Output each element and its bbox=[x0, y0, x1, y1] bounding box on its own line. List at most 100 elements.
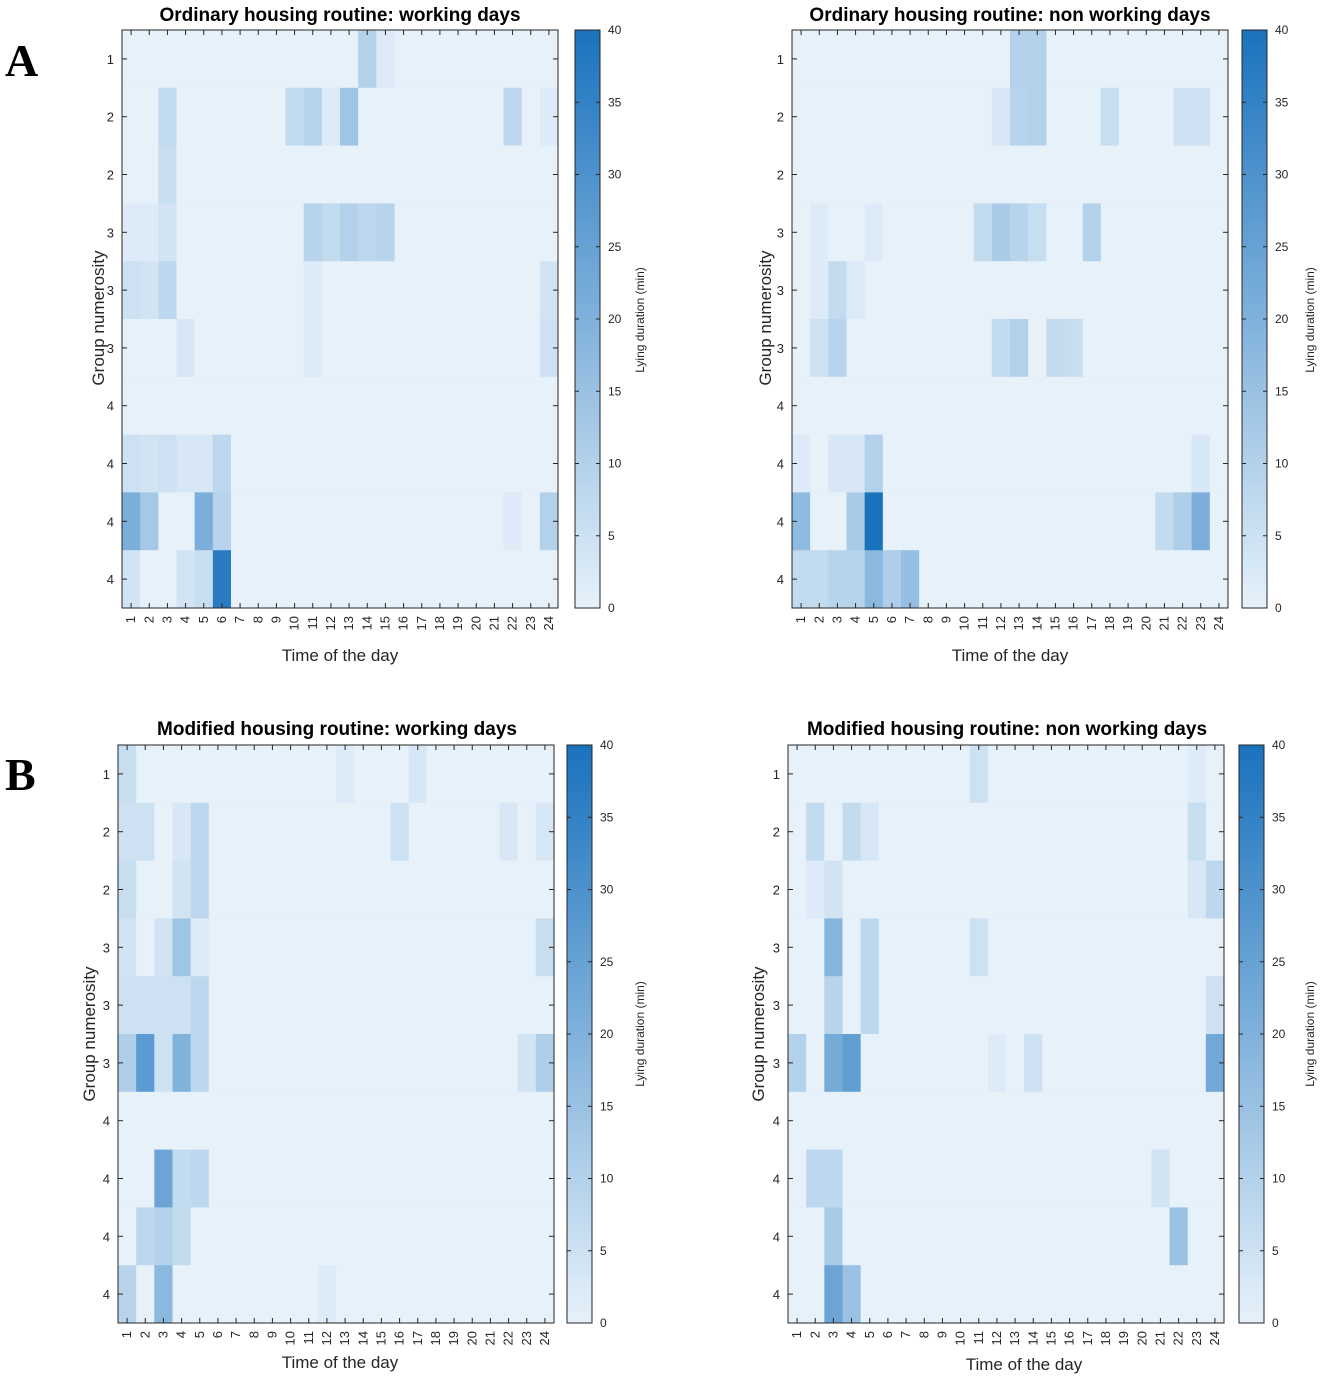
heatmap-cell bbox=[227, 1207, 246, 1266]
heatmap-cell bbox=[122, 319, 141, 378]
x-tick-label: 6 bbox=[210, 1331, 225, 1338]
heatmap-cell bbox=[136, 976, 155, 1035]
x-tick-label: 24 bbox=[1207, 1331, 1222, 1345]
heatmap-cell bbox=[842, 1207, 862, 1266]
colorbar-tick-label: 20 bbox=[600, 1027, 614, 1041]
heatmap-cell bbox=[937, 30, 956, 89]
heatmap-cell bbox=[1173, 319, 1193, 378]
heatmap-cell bbox=[1205, 1034, 1225, 1093]
heatmap-cell bbox=[1169, 1207, 1189, 1266]
heatmap-cell bbox=[231, 145, 250, 204]
heatmap-cell bbox=[1115, 1149, 1134, 1208]
heatmap-cell bbox=[1060, 1034, 1080, 1093]
heatmap-cell bbox=[1119, 550, 1138, 609]
heatmap-cell bbox=[987, 1265, 1007, 1324]
heatmap-cell bbox=[901, 261, 920, 320]
heatmap-cell bbox=[394, 550, 414, 609]
x-tick-label: 10 bbox=[953, 1331, 968, 1345]
heatmap-cell bbox=[263, 1265, 282, 1324]
heatmap-cell bbox=[358, 319, 377, 378]
heatmap-cell bbox=[517, 1207, 537, 1266]
heatmap-cell bbox=[321, 492, 341, 551]
heatmap-cell bbox=[846, 319, 866, 378]
y-tick-label: 3 bbox=[107, 283, 114, 298]
heatmap-cell bbox=[299, 918, 319, 977]
heatmap-cell bbox=[792, 145, 811, 204]
x-tick-label: 9 bbox=[934, 1331, 949, 1338]
heatmap-cell bbox=[1060, 860, 1080, 919]
heatmap-cell bbox=[303, 30, 323, 89]
heatmap-cell bbox=[118, 860, 137, 919]
plot-frame bbox=[787, 744, 1225, 1324]
heatmap-cell bbox=[792, 319, 811, 378]
heatmap-cell bbox=[987, 918, 1007, 977]
heatmap-cell bbox=[227, 860, 246, 919]
heatmap-cell bbox=[281, 976, 301, 1035]
heatmap-cell bbox=[937, 550, 956, 609]
heatmap-cell bbox=[987, 976, 1007, 1035]
heatmap-cell bbox=[122, 203, 141, 262]
heatmap-cell bbox=[951, 802, 971, 861]
heatmap-cell bbox=[937, 319, 956, 378]
heatmap-cell bbox=[481, 802, 500, 861]
y-tick-label: 1 bbox=[103, 767, 110, 782]
heatmap-cell bbox=[172, 1149, 192, 1208]
heatmap-cell bbox=[1119, 492, 1138, 551]
x-tick-label: 19 bbox=[1116, 1331, 1131, 1345]
heatmap-cell bbox=[788, 1091, 807, 1150]
heatmap-cell bbox=[118, 1034, 137, 1093]
heatmap-cell bbox=[336, 976, 355, 1035]
colorbar-label: Lying duration (min) bbox=[1303, 267, 1317, 373]
x-tick-label: 24 bbox=[1211, 616, 1226, 630]
heatmap-cell bbox=[1006, 860, 1025, 919]
heatmap-cell bbox=[394, 145, 414, 204]
heatmap-cell bbox=[249, 203, 268, 262]
heatmap-cell bbox=[806, 1149, 825, 1208]
heatmap-cell bbox=[1133, 1265, 1152, 1324]
plot-frame bbox=[791, 29, 1229, 609]
y-tick-label: 4 bbox=[777, 514, 784, 529]
heatmap-cell bbox=[882, 145, 902, 204]
heatmap-cell bbox=[969, 1265, 989, 1324]
heatmap-cell bbox=[485, 550, 504, 609]
heatmap-cell bbox=[449, 203, 468, 262]
heatmap-cell bbox=[937, 492, 956, 551]
heatmap-cell bbox=[1205, 1149, 1225, 1208]
heatmap-cell bbox=[882, 550, 902, 609]
heatmap-cell bbox=[408, 1034, 428, 1093]
heatmap-cell bbox=[463, 802, 482, 861]
heatmap-cell bbox=[517, 1149, 537, 1208]
x-tick-label: 1 bbox=[793, 616, 808, 623]
x-tick-label: 17 bbox=[414, 616, 429, 630]
heatmap-cell bbox=[901, 87, 920, 146]
colorbar-tick-label: 0 bbox=[1275, 601, 1282, 615]
heatmap-cell bbox=[828, 492, 847, 551]
x-tick-label: 15 bbox=[377, 616, 392, 630]
x-tick-label: 18 bbox=[1098, 1331, 1113, 1345]
heatmap-cell bbox=[317, 745, 337, 804]
heatmap-cell bbox=[1191, 319, 1211, 378]
heatmap-cell bbox=[249, 434, 268, 493]
colorbar-tick-label: 30 bbox=[600, 883, 614, 897]
heatmap-cell bbox=[792, 492, 811, 551]
heatmap-cell bbox=[354, 1207, 373, 1266]
heatmap-cell bbox=[354, 1091, 373, 1150]
heatmap-cell bbox=[788, 860, 807, 919]
heatmap-cell bbox=[1024, 745, 1043, 804]
y-tick-label: 2 bbox=[773, 825, 780, 840]
heatmap-cell bbox=[846, 30, 866, 89]
heatmap-cell bbox=[1064, 203, 1084, 262]
heatmap-cell bbox=[842, 860, 862, 919]
heatmap-cell bbox=[1064, 145, 1084, 204]
heatmap-cell bbox=[973, 550, 993, 609]
heatmap-cell bbox=[1155, 319, 1174, 378]
heatmap-cell bbox=[158, 434, 177, 493]
heatmap-cell bbox=[190, 1149, 210, 1208]
heatmap-cell bbox=[810, 87, 829, 146]
heatmap-cell bbox=[499, 802, 519, 861]
heatmap-cell bbox=[1100, 261, 1120, 320]
heatmap-cell bbox=[1064, 550, 1084, 609]
heatmap-cell bbox=[792, 30, 811, 89]
heatmap-cell bbox=[467, 319, 486, 378]
heatmap-cell bbox=[1137, 145, 1156, 204]
